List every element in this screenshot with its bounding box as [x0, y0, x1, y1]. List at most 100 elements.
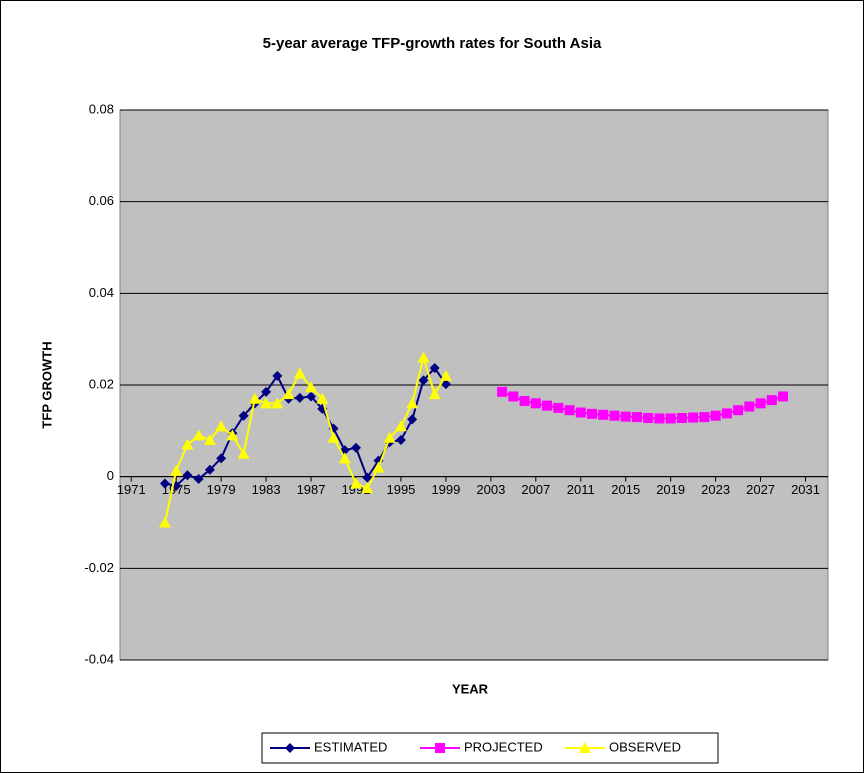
legend-box: [261, 732, 719, 764]
point: [778, 391, 789, 402]
y-tick-label: 0.02: [89, 376, 114, 391]
point: [418, 375, 429, 386]
point: [294, 392, 305, 403]
point: [305, 381, 318, 393]
point: [216, 453, 227, 464]
point: [587, 408, 597, 419]
point: [361, 482, 374, 494]
x-tick-label: 2031: [791, 482, 820, 497]
point: [631, 412, 642, 423]
point: [182, 470, 193, 481]
point: [282, 388, 295, 400]
point: [327, 431, 340, 443]
point: [699, 412, 710, 423]
point: [306, 391, 317, 402]
point: [407, 414, 418, 425]
point: [519, 396, 530, 407]
point: [564, 405, 575, 416]
point: [395, 435, 406, 445]
y-tick-label: 0.04: [89, 285, 114, 300]
legend-marker: [579, 742, 591, 753]
x-tick-label: 1979: [207, 482, 236, 497]
point: [238, 410, 249, 421]
point: [261, 386, 272, 397]
point: [439, 369, 452, 381]
x-tick-label: 2007: [521, 482, 550, 497]
point: [688, 412, 699, 423]
point: [721, 408, 732, 419]
point: [497, 386, 508, 397]
x-tick-label: 2015: [611, 482, 640, 497]
point: [226, 429, 239, 441]
point: [362, 472, 373, 483]
legend-label: OBSERVED: [609, 739, 681, 754]
point: [181, 438, 194, 450]
y-tick-label: 0.08: [89, 101, 114, 116]
point: [215, 420, 228, 432]
point: [203, 434, 216, 445]
point: [755, 398, 766, 409]
point: [710, 410, 721, 421]
x-tick-label: 2027: [746, 482, 775, 497]
x-tick-label: 1999: [431, 482, 460, 497]
x-tick-label: 1995: [386, 482, 415, 497]
x-tick-label: 1983: [252, 482, 281, 497]
point: [338, 452, 351, 464]
point: [237, 447, 250, 459]
point: [394, 420, 407, 432]
point: [351, 442, 361, 453]
point: [417, 351, 430, 363]
point: [293, 367, 306, 379]
point: [406, 397, 419, 409]
y-tick-label: -0.02: [84, 560, 114, 575]
legend-marker: [285, 743, 295, 753]
point: [372, 461, 385, 473]
x-tick-label: 1987: [297, 482, 326, 497]
point: [665, 413, 676, 424]
point: [192, 429, 205, 441]
point: [316, 392, 329, 404]
point: [598, 409, 609, 420]
y-axis-label: TFP GROWTH: [39, 341, 54, 428]
point: [248, 392, 261, 404]
point: [654, 413, 665, 424]
y-tick-label: 0.06: [89, 193, 114, 208]
x-tick-label: 1971: [117, 482, 146, 497]
point: [428, 388, 441, 400]
x-tick-label: 2011: [567, 482, 595, 497]
legend-label: PROJECTED: [464, 739, 543, 754]
legend-label: ESTIMATED: [314, 739, 387, 754]
point: [553, 402, 564, 413]
point: [542, 400, 553, 411]
point: [272, 370, 283, 381]
point: [733, 405, 744, 416]
point: [271, 397, 284, 409]
point: [620, 411, 631, 422]
point: [383, 431, 396, 443]
x-tick-label: 2019: [656, 482, 685, 497]
point: [159, 478, 170, 489]
y-tick-label: 0: [107, 468, 114, 483]
point: [575, 407, 586, 418]
point: [530, 398, 541, 409]
chart-title: 5-year average TFP-growth rates for Sout…: [263, 35, 602, 52]
point: [643, 413, 654, 423]
point: [744, 401, 755, 412]
point: [193, 473, 204, 484]
point: [609, 410, 620, 421]
legend-marker: [435, 743, 445, 753]
point: [508, 391, 519, 402]
point: [350, 477, 362, 489]
y-tick-label: -0.04: [84, 651, 114, 666]
x-axis-label: YEAR: [452, 681, 489, 696]
x-tick-label: 2023: [701, 482, 730, 497]
point: [766, 395, 777, 406]
point: [170, 464, 183, 476]
point: [260, 397, 273, 409]
point: [204, 464, 215, 475]
point: [676, 413, 687, 423]
point: [158, 516, 171, 528]
point: [429, 363, 440, 374]
x-tick-label: 2003: [476, 482, 505, 497]
